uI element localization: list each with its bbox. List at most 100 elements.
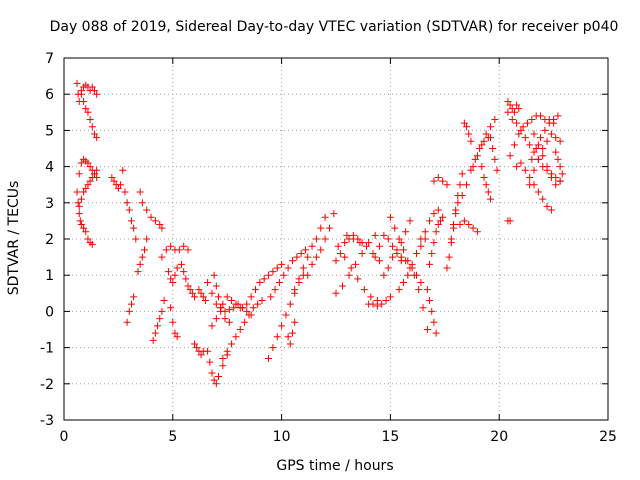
data-point — [273, 264, 281, 272]
data-point — [443, 264, 451, 272]
data-point — [184, 282, 192, 290]
data-point — [312, 235, 320, 243]
data-point — [210, 376, 218, 384]
data-point — [489, 145, 497, 152]
data-point — [358, 249, 366, 257]
y-tick-label: 7 — [45, 51, 54, 67]
data-point — [175, 246, 183, 254]
data-point — [537, 134, 545, 142]
data-point — [141, 246, 149, 254]
x-tick-label: 10 — [273, 429, 291, 445]
data-point — [82, 184, 90, 192]
data-point — [317, 224, 325, 232]
data-point — [195, 286, 203, 294]
data-point — [158, 253, 166, 261]
series-arc-7 — [121, 188, 140, 243]
data-point — [530, 130, 538, 138]
series-arc-5 — [75, 166, 101, 210]
data-point — [436, 217, 444, 225]
series-arc-39 — [417, 206, 442, 243]
data-point — [304, 253, 312, 261]
data-point — [180, 242, 188, 250]
data-point — [352, 260, 360, 268]
data-point — [517, 126, 525, 134]
data-point — [545, 119, 553, 127]
data-point — [275, 278, 283, 286]
data-point — [90, 87, 98, 95]
data-point — [419, 304, 427, 312]
data-point — [77, 90, 85, 98]
data-point — [373, 302, 381, 310]
data-point — [73, 188, 81, 196]
data-point — [334, 242, 342, 250]
series-arc-59 — [552, 148, 566, 178]
data-point — [432, 228, 440, 236]
data-point — [143, 235, 151, 243]
data-point — [506, 217, 514, 225]
data-point — [173, 264, 181, 272]
data-point — [530, 148, 538, 156]
data-point — [182, 275, 190, 283]
data-point — [119, 166, 127, 174]
series-arc-38 — [397, 253, 431, 333]
data-point — [506, 152, 514, 160]
data-point — [430, 318, 438, 326]
series-arc-53 — [504, 108, 564, 185]
y-tick-label: -2 — [40, 377, 54, 393]
data-point — [197, 351, 205, 359]
series-arc-23 — [238, 260, 286, 312]
chart-title: Day 088 of 2019, Sidereal Day-to-day VTE… — [50, 19, 619, 35]
data-point — [417, 235, 425, 243]
data-point — [156, 315, 164, 323]
data-point — [232, 300, 240, 308]
data-point — [519, 123, 527, 131]
data-point — [312, 253, 320, 261]
data-point — [228, 340, 236, 348]
data-point — [158, 307, 166, 315]
data-point — [504, 97, 512, 105]
data-point — [552, 181, 560, 189]
series-arc-10 — [136, 188, 166, 232]
data-point — [452, 206, 460, 214]
data-point — [130, 224, 138, 232]
series-arc-46 — [458, 134, 492, 200]
data-point — [384, 264, 392, 272]
data-point — [217, 304, 225, 312]
series-arc-24 — [265, 271, 307, 362]
data-point — [393, 246, 401, 254]
data-point — [291, 318, 299, 326]
y-tick-label: 5 — [45, 123, 54, 139]
data-point — [184, 246, 192, 254]
data-point — [510, 108, 518, 116]
data-point — [138, 253, 146, 261]
data-point — [378, 300, 386, 308]
data-point — [362, 242, 370, 250]
series-arc-6 — [108, 166, 127, 192]
data-point — [171, 271, 179, 279]
data-point — [460, 119, 468, 127]
y-tick-label: 3 — [45, 196, 54, 212]
data-point — [423, 326, 431, 333]
series-arc-47 — [460, 119, 475, 145]
series-arc-11 — [149, 297, 168, 344]
series-arc-57 — [530, 130, 564, 189]
data-point — [254, 300, 262, 308]
data-point — [325, 224, 333, 232]
data-point — [134, 268, 142, 276]
data-point — [395, 286, 403, 294]
data-point — [336, 249, 344, 257]
data-point — [265, 271, 273, 279]
data-point — [463, 123, 471, 131]
data-point — [480, 137, 488, 145]
data-point — [108, 173, 116, 181]
data-point — [228, 297, 236, 305]
data-point — [212, 300, 220, 308]
data-point — [93, 90, 101, 98]
data-point — [515, 105, 523, 113]
data-point — [178, 260, 186, 268]
data-point — [256, 278, 264, 286]
data-point — [402, 228, 410, 236]
data-point — [284, 264, 292, 272]
data-point — [508, 116, 516, 124]
data-point — [510, 141, 518, 149]
